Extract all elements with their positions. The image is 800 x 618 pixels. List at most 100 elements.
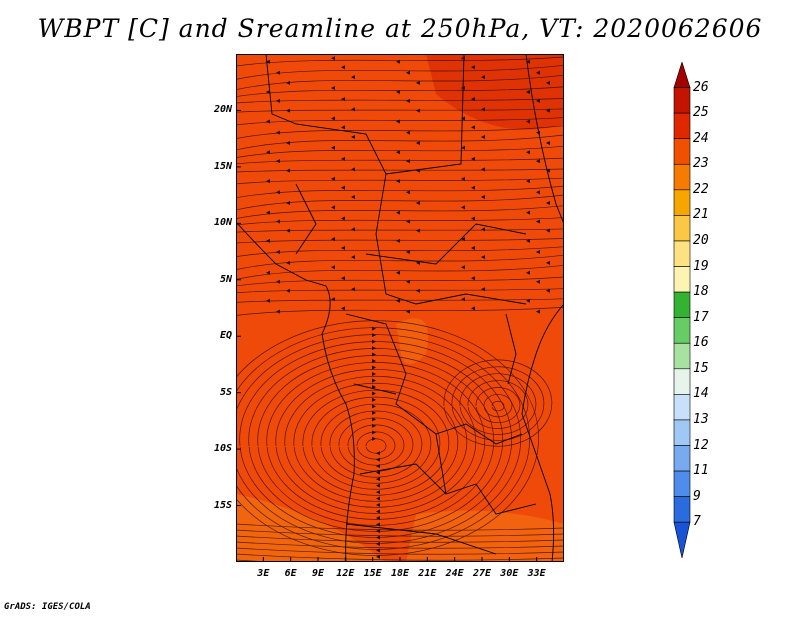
streamline-arrow	[341, 216, 345, 221]
streamline-arrow	[536, 219, 540, 224]
streamline-arrow	[396, 210, 400, 215]
streamline-arrow	[396, 89, 400, 94]
streamline	[236, 157, 564, 165]
colorbar-label: 16	[693, 335, 709, 351]
streamline	[236, 535, 564, 543]
colorbar-swatch	[673, 138, 691, 165]
streamline-arrow	[546, 260, 550, 265]
colorbar-label: 13	[693, 411, 709, 427]
streamline-arrow	[376, 477, 380, 482]
colorbar-label: 25	[693, 105, 709, 121]
streamline-arrow	[526, 238, 530, 243]
streamline	[236, 246, 564, 257]
streamline	[236, 228, 564, 233]
map-plot	[236, 54, 564, 562]
streamline-arrow	[406, 70, 410, 75]
streamline-arrow	[351, 75, 355, 80]
lon-label: 3E	[257, 568, 270, 579]
streamline-arrow	[351, 287, 355, 292]
colorbar-swatch	[673, 240, 691, 267]
colorbar-swatch	[673, 342, 691, 370]
lat-label: EQ	[219, 330, 232, 342]
colorbar-swatch	[673, 291, 691, 318]
streamline-arrow	[266, 179, 270, 184]
streamline-arrow	[331, 297, 335, 302]
streamline-arrow	[286, 228, 290, 233]
streamline-arrow	[536, 249, 540, 254]
lat-label: 20N	[213, 104, 232, 116]
streamline-arrow	[276, 159, 280, 164]
streamline	[236, 125, 564, 139]
streamline	[236, 238, 564, 244]
streamline-arrow	[471, 216, 475, 221]
streamline-arrow	[372, 410, 376, 415]
streamline-arrow	[471, 65, 475, 70]
streamline-arrow	[546, 108, 550, 113]
streamline-arrow	[341, 276, 345, 281]
streamline-arrow	[406, 279, 410, 284]
colorbar-swatch	[673, 368, 691, 395]
colorbar-swatch	[673, 445, 691, 472]
streamline-arrow	[341, 246, 345, 251]
streamline-arrow	[461, 205, 465, 210]
streamline	[236, 194, 564, 211]
streamline-arrow	[376, 522, 380, 527]
streamline	[356, 431, 396, 460]
streamline	[236, 334, 521, 544]
streamline	[236, 56, 564, 67]
colorbar-label: 11	[693, 463, 709, 479]
streamline	[236, 98, 564, 104]
lon-label: 27E	[472, 568, 492, 579]
streamline-arrow	[526, 179, 530, 184]
streamline-arrow	[461, 297, 465, 302]
colorbar-swatch	[673, 215, 691, 242]
streamline	[236, 108, 564, 113]
streamline	[236, 264, 564, 280]
streamline	[236, 145, 564, 158]
streamline-arrow	[526, 119, 530, 124]
streamline-arrow	[526, 150, 530, 155]
streamline-arrow	[396, 298, 400, 303]
streamline	[236, 547, 564, 555]
streamline	[459, 373, 537, 435]
streamline-arrow	[481, 135, 485, 140]
wbpt-fill-base	[236, 54, 564, 562]
streamline-arrow	[286, 108, 290, 113]
colorbar-label: 9	[693, 488, 701, 504]
lat-label: 5S	[219, 386, 232, 398]
streamline	[284, 375, 468, 508]
streamline-arrow	[536, 309, 540, 314]
colorbar	[673, 62, 691, 558]
streamline-arrow	[372, 365, 376, 370]
streamline-arrow	[351, 135, 355, 140]
streamline-arrow	[351, 107, 355, 112]
streamline	[236, 320, 539, 556]
streamline-arrow	[376, 541, 380, 546]
streamline-arrow	[546, 288, 550, 293]
colorbar-swatch	[673, 87, 691, 114]
streamline-arrow	[341, 156, 345, 161]
colorbar-label: 21	[693, 207, 709, 223]
streamline	[236, 205, 564, 219]
coastlines	[236, 54, 564, 562]
streamline	[236, 64, 564, 80]
colorbar-label: 18	[693, 284, 709, 300]
streamline-arrow	[376, 490, 380, 495]
streamline-arrow	[546, 80, 550, 85]
streamline-arrow	[471, 97, 475, 102]
streamline	[467, 380, 529, 429]
streamline	[236, 306, 564, 316]
streamline-arrow	[286, 200, 290, 205]
streamline	[236, 529, 564, 537]
streamline-arrow	[286, 140, 290, 145]
streamline-arrow	[372, 404, 376, 409]
colorbar-swatch	[673, 266, 691, 293]
streamline-arrow	[481, 227, 485, 232]
lon-label: 9E	[311, 568, 325, 579]
streamline-arrow	[471, 185, 475, 190]
streamline-arrow	[331, 56, 335, 61]
streamline-arrow	[526, 89, 530, 94]
streamline-arrow	[406, 219, 410, 224]
streamline-arrow	[266, 210, 270, 215]
streamline	[347, 424, 405, 466]
